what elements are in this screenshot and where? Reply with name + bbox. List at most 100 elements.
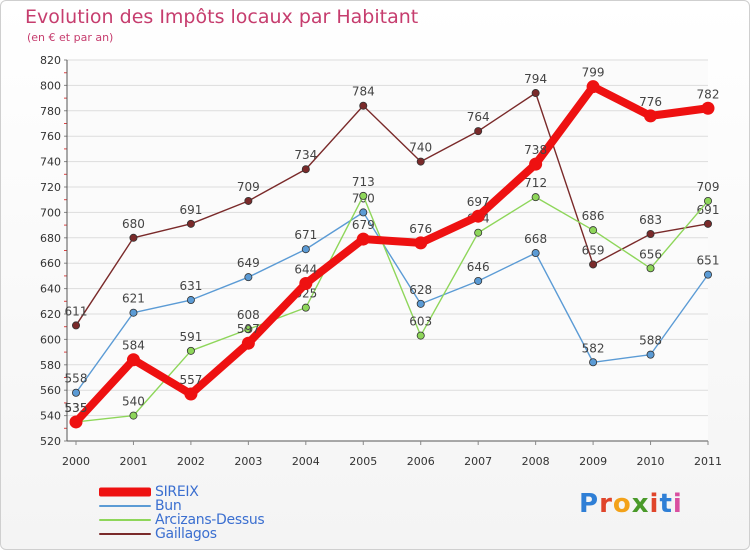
point-gaillagos-2004 bbox=[301, 165, 310, 174]
data-label-gaillagos-2010: 683 bbox=[639, 213, 662, 227]
point-bun-2000 bbox=[72, 388, 81, 397]
x-tick-label-2008: 2008 bbox=[522, 455, 550, 468]
data-label-sireix-2000: 535 bbox=[65, 401, 88, 415]
data-label-arcizans-dessus-2010: 656 bbox=[639, 247, 662, 261]
y-tick-label-620: 620 bbox=[40, 308, 61, 321]
data-label-arcizans-dessus-2002: 591 bbox=[179, 330, 202, 344]
point-bun-2007 bbox=[474, 276, 483, 285]
point-bun-2008 bbox=[531, 249, 540, 258]
point-arcizans-dessus-2002 bbox=[186, 346, 195, 355]
point-arcizans-dessus-2003 bbox=[244, 325, 253, 334]
data-label-sireix-2005: 679 bbox=[352, 218, 375, 232]
point-sireix-2007 bbox=[471, 209, 485, 223]
y-tick-label-600: 600 bbox=[40, 333, 61, 346]
point-sireix-2002 bbox=[184, 387, 198, 401]
series-line-gaillagos bbox=[75, 92, 709, 327]
series-line-arcizans-dessus bbox=[75, 195, 709, 423]
point-bun-2001 bbox=[129, 308, 138, 317]
data-label-gaillagos-2000: 611 bbox=[65, 304, 88, 318]
proxiti-logo: Proxiti bbox=[579, 489, 683, 519]
point-arcizans-dessus-2008 bbox=[531, 193, 540, 202]
x-tick-label-2002: 2002 bbox=[177, 455, 205, 468]
point-gaillagos-2009 bbox=[589, 260, 598, 269]
data-label-bun-2002: 631 bbox=[179, 279, 202, 293]
y-tick-label-540: 540 bbox=[40, 410, 61, 423]
chart-subtitle: (en € et par an) bbox=[27, 31, 114, 44]
data-label-sireix-2008: 738 bbox=[524, 143, 547, 157]
data-label-arcizans-dessus-2006: 603 bbox=[409, 315, 432, 329]
point-arcizans-dessus-2005 bbox=[359, 191, 368, 200]
x-tick-label-2010: 2010 bbox=[637, 455, 665, 468]
data-label-sireix-2011: 782 bbox=[697, 87, 720, 101]
legend-label-arcizans-dessus: Arcizans-Dessus bbox=[155, 512, 265, 528]
y-tick-label-640: 640 bbox=[40, 283, 61, 296]
point-arcizans-dessus-2011 bbox=[704, 196, 713, 205]
point-gaillagos-2007 bbox=[474, 127, 483, 136]
data-label-bun-2000: 558 bbox=[65, 372, 88, 386]
x-tick-label-2003: 2003 bbox=[234, 455, 262, 468]
data-label-gaillagos-2007: 764 bbox=[467, 110, 490, 124]
legend-swatch-sireix bbox=[99, 487, 151, 497]
point-gaillagos-2011 bbox=[704, 219, 713, 228]
data-label-bun-2007: 646 bbox=[467, 260, 490, 274]
legend-swatch-bun bbox=[99, 505, 151, 507]
x-tick-label-2005: 2005 bbox=[349, 455, 377, 468]
x-tick-label-2009: 2009 bbox=[579, 455, 607, 468]
x-tick-label-2007: 2007 bbox=[464, 455, 492, 468]
y-tick-label-580: 580 bbox=[40, 359, 61, 372]
x-tick-label-2004: 2004 bbox=[292, 455, 320, 468]
point-sireix-2003 bbox=[241, 336, 255, 350]
data-label-sireix-2003: 597 bbox=[237, 322, 260, 336]
legend-swatch-gaillagos bbox=[99, 533, 151, 535]
point-sireix-2009 bbox=[586, 80, 600, 94]
y-tick-label-740: 740 bbox=[40, 156, 61, 169]
series-line-sireix bbox=[72, 82, 712, 426]
point-arcizans-dessus-2004 bbox=[301, 303, 310, 312]
point-gaillagos-2001 bbox=[129, 233, 138, 242]
data-label-bun-2004: 671 bbox=[294, 228, 317, 242]
point-arcizans-dessus-2009 bbox=[589, 226, 598, 235]
point-sireix-2010 bbox=[644, 109, 658, 123]
point-bun-2002 bbox=[186, 296, 195, 305]
y-tick-label-780: 780 bbox=[40, 105, 61, 118]
point-arcizans-dessus-2007 bbox=[474, 228, 483, 237]
data-label-bun-2011: 651 bbox=[697, 254, 720, 268]
legend-label-bun: Bun bbox=[155, 498, 182, 514]
point-bun-2010 bbox=[646, 350, 655, 359]
logo-letter: o bbox=[612, 489, 632, 519]
legend-swatch-arcizans-dessus bbox=[99, 519, 151, 521]
point-bun-2009 bbox=[589, 358, 598, 367]
legend-label-gaillagos: Gaillagos bbox=[155, 526, 217, 542]
x-tick-label-2011: 2011 bbox=[694, 455, 722, 468]
data-label-gaillagos-2001: 680 bbox=[122, 217, 145, 231]
data-label-gaillagos-2009: 659 bbox=[582, 243, 605, 257]
point-bun-2005 bbox=[359, 208, 368, 217]
data-label-arcizans-dessus-2008: 712 bbox=[524, 176, 547, 190]
point-arcizans-dessus-2010 bbox=[646, 264, 655, 273]
logo-letter: r bbox=[599, 489, 613, 519]
series-line-bun bbox=[75, 211, 709, 394]
data-label-sireix-2010: 776 bbox=[639, 95, 662, 109]
y-tick-label-680: 680 bbox=[40, 232, 61, 245]
data-label-bun-2009: 582 bbox=[582, 341, 605, 355]
y-tick-label-800: 800 bbox=[40, 79, 61, 92]
data-label-gaillagos-2011: 691 bbox=[697, 203, 720, 217]
y-tick-label-720: 720 bbox=[40, 181, 61, 194]
point-sireix-2004 bbox=[299, 277, 313, 291]
point-bun-2011 bbox=[704, 270, 713, 279]
point-sireix-2006 bbox=[414, 236, 428, 250]
data-label-bun-2010: 588 bbox=[639, 334, 662, 348]
data-label-bun-2008: 668 bbox=[524, 232, 547, 246]
point-sireix-2011 bbox=[701, 101, 715, 115]
chart-title: Evolution des Impôts locaux par Habitant bbox=[25, 6, 419, 28]
point-sireix-2000 bbox=[69, 415, 83, 429]
data-label-gaillagos-2004: 734 bbox=[294, 148, 317, 162]
y-tick-label-520: 520 bbox=[40, 435, 61, 448]
point-sireix-2008 bbox=[529, 157, 543, 171]
data-label-sireix-2001: 584 bbox=[122, 339, 145, 353]
data-label-gaillagos-2008: 794 bbox=[524, 72, 547, 86]
y-tick-label-820: 820 bbox=[40, 54, 61, 67]
point-gaillagos-2005 bbox=[359, 101, 368, 110]
